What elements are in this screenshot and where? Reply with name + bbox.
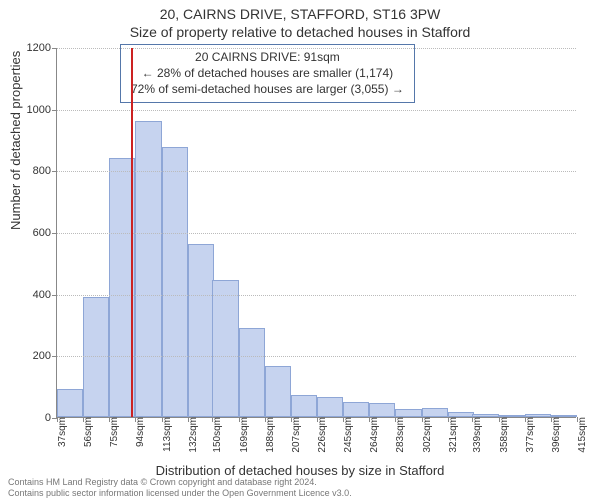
x-tick-label: 94sqm bbox=[131, 417, 146, 447]
x-tick-label: 113sqm bbox=[158, 417, 173, 452]
bar bbox=[422, 408, 448, 417]
x-tick-label: 226sqm bbox=[313, 417, 328, 453]
bar bbox=[57, 389, 83, 417]
plot-area: 02004006008001000120037sqm56sqm75sqm94sq… bbox=[56, 48, 576, 418]
reference-line bbox=[131, 48, 133, 417]
x-tick-label: 245sqm bbox=[339, 417, 354, 453]
x-tick-label: 132sqm bbox=[184, 417, 199, 453]
x-tick-label: 264sqm bbox=[365, 417, 380, 453]
x-tick-label: 358sqm bbox=[495, 417, 510, 453]
bar bbox=[317, 397, 343, 417]
y-tick-label: 1200 bbox=[27, 42, 57, 54]
gridline bbox=[57, 295, 576, 296]
x-tick-label: 302sqm bbox=[418, 417, 433, 453]
gridline bbox=[57, 48, 576, 49]
gridline bbox=[57, 356, 576, 357]
y-tick-label: 200 bbox=[33, 350, 57, 362]
gridline bbox=[57, 171, 576, 172]
footer-line: Contains HM Land Registry data © Crown c… bbox=[8, 477, 352, 487]
bar bbox=[369, 403, 395, 417]
footer-attribution: Contains HM Land Registry data © Crown c… bbox=[8, 477, 352, 498]
x-tick-label: 169sqm bbox=[235, 417, 250, 453]
y-tick-label: 400 bbox=[33, 289, 57, 301]
x-tick-label: 37sqm bbox=[53, 417, 68, 447]
x-tick-label: 188sqm bbox=[261, 417, 276, 453]
x-tick-label: 415sqm bbox=[573, 417, 588, 453]
x-tick-label: 377sqm bbox=[521, 417, 536, 453]
bar bbox=[395, 409, 421, 417]
y-tick-label: 1000 bbox=[27, 104, 57, 116]
bar bbox=[135, 121, 161, 417]
bar bbox=[291, 395, 317, 417]
gridline bbox=[57, 110, 576, 111]
chart-subtitle: Size of property relative to detached ho… bbox=[0, 22, 600, 40]
property-size-chart: 20, CAIRNS DRIVE, STAFFORD, ST16 3PW Siz… bbox=[0, 0, 600, 500]
bar bbox=[188, 244, 214, 417]
y-tick-label: 600 bbox=[33, 227, 57, 239]
x-tick-label: 339sqm bbox=[468, 417, 483, 453]
chart-title: 20, CAIRNS DRIVE, STAFFORD, ST16 3PW bbox=[0, 0, 600, 22]
x-tick-label: 56sqm bbox=[79, 417, 94, 447]
bar bbox=[162, 147, 188, 417]
x-axis-label: Distribution of detached houses by size … bbox=[0, 463, 600, 478]
x-tick-label: 321sqm bbox=[444, 417, 459, 453]
y-axis-label: Number of detached properties bbox=[8, 51, 23, 230]
y-tick-label: 800 bbox=[33, 165, 57, 177]
x-tick-label: 396sqm bbox=[547, 417, 562, 453]
footer-line: Contains public sector information licen… bbox=[8, 488, 352, 498]
x-tick-label: 283sqm bbox=[391, 417, 406, 453]
x-tick-label: 75sqm bbox=[105, 417, 120, 447]
x-tick-label: 207sqm bbox=[287, 417, 302, 453]
gridline bbox=[57, 233, 576, 234]
bar bbox=[239, 328, 265, 417]
bar bbox=[212, 280, 238, 417]
x-tick-label: 150sqm bbox=[208, 417, 223, 453]
bar bbox=[343, 402, 369, 417]
bar bbox=[265, 366, 291, 417]
